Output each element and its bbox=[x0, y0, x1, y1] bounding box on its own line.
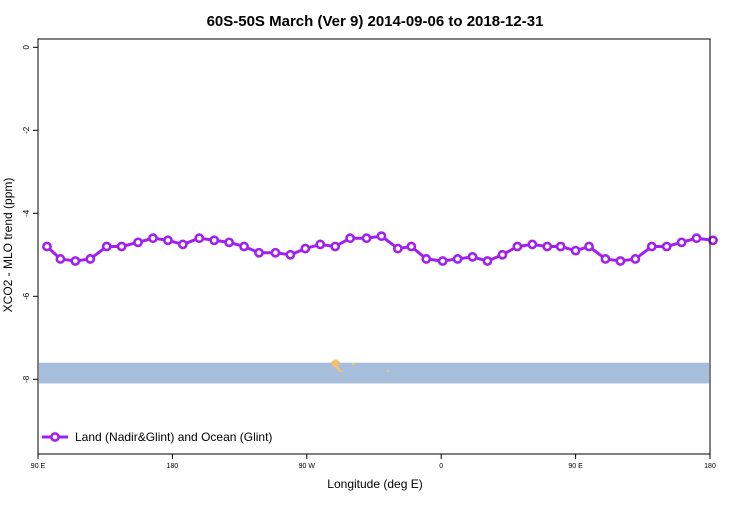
y-tick-label: -2 bbox=[22, 126, 31, 134]
data-point bbox=[209, 235, 220, 246]
legend: Land (Nadir&Glint) and Ocean (Glint) bbox=[42, 430, 272, 444]
data-point bbox=[482, 256, 493, 266]
data-point bbox=[691, 233, 702, 244]
data-point bbox=[392, 243, 403, 254]
x-tick-label: 90 W bbox=[299, 463, 316, 470]
data-point bbox=[542, 241, 553, 252]
data-point bbox=[615, 256, 626, 266]
land-patch bbox=[387, 370, 389, 372]
data-point bbox=[270, 247, 281, 258]
x-tick-label: 180 bbox=[167, 463, 179, 470]
data-point bbox=[437, 256, 448, 266]
data-point bbox=[42, 241, 52, 252]
data-point bbox=[330, 241, 341, 252]
data-point bbox=[300, 243, 311, 254]
legend-label: Land (Nadir&Glint) and Ocean (Glint) bbox=[75, 430, 272, 444]
data-point bbox=[163, 235, 173, 246]
data-point bbox=[708, 235, 718, 246]
x-tick-label: 180 bbox=[704, 463, 716, 470]
plot-frame bbox=[37, 38, 711, 455]
data-point bbox=[239, 241, 249, 252]
data-point bbox=[361, 233, 372, 244]
data-point bbox=[646, 241, 657, 252]
x-tick-label: 0 bbox=[439, 463, 443, 470]
chart-title: 60S-50S March (Ver 9) 2014-09-06 to 2018… bbox=[207, 13, 544, 30]
data-point bbox=[497, 249, 508, 260]
data-point bbox=[467, 251, 478, 262]
y-tick-label: -6 bbox=[22, 292, 31, 300]
y-tick-label: 0 bbox=[22, 45, 31, 50]
data-point bbox=[116, 241, 127, 252]
x-tick-label: 90 E bbox=[568, 463, 583, 470]
land-patch bbox=[352, 363, 355, 365]
data-point bbox=[315, 239, 326, 250]
legend-marker bbox=[50, 432, 60, 442]
data-point bbox=[177, 239, 188, 250]
data-point bbox=[452, 254, 463, 264]
data-point bbox=[224, 237, 235, 248]
data-point bbox=[570, 245, 581, 256]
data-point bbox=[70, 256, 81, 266]
data-point bbox=[133, 237, 143, 248]
y-tick-label: -4 bbox=[22, 209, 31, 217]
data-point bbox=[527, 239, 538, 250]
data-point bbox=[584, 241, 594, 252]
data-point bbox=[55, 254, 66, 264]
ocean-land-band bbox=[39, 359, 709, 384]
axes: 90 E 180 90 W 0 90 E 180 0 -2 -4 -6 -8 bbox=[22, 45, 716, 470]
data-point bbox=[421, 254, 432, 264]
land-patch bbox=[331, 359, 344, 372]
data-point bbox=[600, 254, 611, 264]
data-point bbox=[254, 247, 264, 258]
y-axis-label: XCO2 - MLO trend (ppm) bbox=[1, 178, 15, 313]
data-point bbox=[194, 233, 205, 244]
data-point bbox=[345, 233, 356, 244]
data-point bbox=[512, 241, 523, 252]
y-tick-label: -8 bbox=[22, 375, 31, 383]
ocean-band bbox=[39, 362, 709, 384]
data-point bbox=[285, 249, 296, 260]
data-point bbox=[85, 254, 96, 264]
series-layer bbox=[42, 231, 718, 266]
data-point bbox=[406, 241, 417, 252]
data-point bbox=[148, 233, 158, 244]
data-point bbox=[101, 241, 112, 252]
x-tick-label: 90 E bbox=[31, 463, 46, 470]
data-point bbox=[555, 241, 566, 252]
x-axis-label: Longitude (deg E) bbox=[327, 477, 422, 491]
data-point bbox=[676, 237, 687, 248]
data-point bbox=[630, 254, 641, 264]
data-point bbox=[376, 231, 387, 242]
data-point bbox=[661, 241, 672, 252]
